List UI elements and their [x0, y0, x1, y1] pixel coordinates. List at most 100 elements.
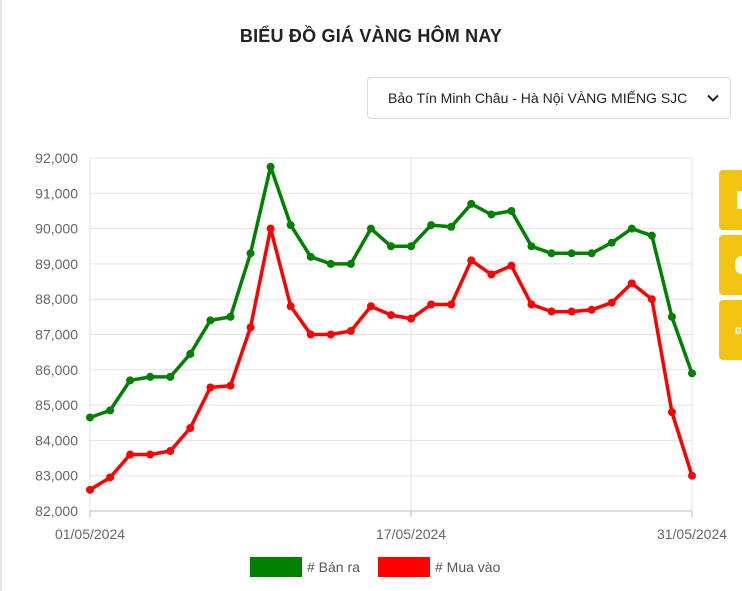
legend-label-mua-vao: # Mua vào	[435, 559, 501, 575]
data-point	[407, 314, 416, 323]
legend-label-ban-ra: # Bán ra	[307, 559, 360, 575]
side-tab-1[interactable]	[719, 170, 742, 230]
data-point	[106, 406, 115, 415]
side-tab-3-label: Đ	[735, 326, 742, 336]
chart-series	[86, 162, 696, 494]
data-point	[226, 312, 235, 321]
x-tick-label: 17/05/2024	[376, 526, 446, 542]
data-point	[186, 349, 195, 358]
data-point	[286, 221, 295, 230]
legend-swatch-ban-ra	[250, 557, 302, 577]
data-point	[387, 242, 395, 251]
location-select-value: Bảo Tín Minh Châu - Hà Nội VÀNG MIẾNG SJ…	[388, 90, 688, 106]
data-point	[266, 224, 275, 233]
data-point	[366, 302, 375, 311]
data-point	[346, 259, 355, 268]
legend-item-ban-ra[interactable]: # Bán ra	[250, 555, 360, 579]
data-point	[587, 305, 596, 314]
side-tab-3[interactable]: Đ	[719, 300, 742, 360]
data-point	[326, 330, 335, 339]
data-point	[246, 323, 255, 332]
data-point	[447, 222, 456, 231]
series-0	[86, 162, 696, 422]
y-tick-label: 85,000	[35, 397, 78, 413]
data-point	[306, 252, 315, 261]
data-point	[407, 242, 416, 251]
data-point	[467, 256, 476, 265]
data-point	[166, 446, 175, 455]
y-tick-label: 90,000	[35, 221, 78, 237]
data-point	[306, 330, 315, 339]
data-point	[607, 298, 616, 307]
data-point	[507, 206, 516, 215]
x-tick-label: 01/05/2024	[55, 526, 125, 542]
data-point	[266, 162, 275, 171]
y-tick-label: 86,000	[35, 362, 78, 378]
data-point	[507, 261, 516, 270]
data-point	[246, 249, 255, 258]
location-select[interactable]: Bảo Tín Minh Châu - Hà Nội VÀNG MIẾNG SJ…	[367, 77, 731, 119]
y-tick-label: 83,000	[35, 468, 78, 484]
y-tick-label: 84,000	[35, 432, 78, 448]
y-tick-label: 91,000	[35, 185, 78, 201]
y-tick-label: 92,000	[35, 150, 78, 166]
yellow-tab-icon	[737, 191, 742, 209]
x-tick-label: 31/05/2024	[657, 526, 727, 542]
data-point	[688, 471, 696, 480]
chart-legend: # Bán ra # Mua vào	[0, 555, 742, 579]
data-point	[567, 249, 576, 258]
panel-left-border	[0, 0, 2, 591]
data-point	[206, 383, 215, 392]
data-point	[527, 242, 536, 251]
series-line	[89, 165, 694, 420]
data-point	[166, 372, 175, 381]
data-point	[527, 300, 536, 309]
data-point	[186, 424, 195, 433]
y-tick-label: 87,000	[35, 327, 78, 343]
data-point	[126, 450, 135, 459]
series-1	[86, 224, 696, 494]
data-point	[226, 381, 235, 390]
y-tick-label: 82,000	[35, 503, 78, 519]
data-point	[567, 307, 576, 316]
data-point	[667, 408, 676, 417]
y-tick-label: 89,000	[35, 256, 78, 272]
data-point	[126, 376, 135, 385]
data-point	[366, 224, 375, 233]
chart-axes: 82,000 83,000 84,000 85,000 86,000 87,000 88,0…	[35, 150, 727, 542]
data-point	[86, 413, 94, 422]
data-point	[387, 311, 395, 320]
data-point	[688, 369, 696, 378]
data-point	[326, 259, 335, 268]
data-point	[146, 450, 155, 459]
data-point	[627, 279, 636, 288]
data-point	[607, 238, 616, 247]
y-tick-label: 88,000	[35, 291, 78, 307]
data-point	[627, 224, 636, 233]
page-title: BIỂU ĐỒ GIÁ VÀNG HÔM NAY	[239, 26, 503, 46]
legend-swatch-mua-vao	[378, 557, 430, 577]
data-point	[547, 307, 556, 316]
data-point	[146, 372, 155, 381]
data-point	[346, 326, 355, 335]
chevron-down-icon	[707, 94, 719, 102]
side-tab-2[interactable]	[719, 235, 742, 295]
legend-item-mua-vao[interactable]: # Mua vào	[378, 555, 500, 579]
data-point	[487, 210, 496, 219]
data-point	[587, 249, 596, 258]
data-point	[106, 473, 115, 482]
data-point	[467, 199, 476, 208]
data-point	[447, 300, 456, 309]
data-point	[427, 300, 436, 309]
series-line	[89, 226, 694, 492]
yellow-tab-icon	[735, 256, 742, 274]
data-point	[86, 485, 94, 494]
data-point	[667, 312, 676, 321]
data-point	[286, 302, 295, 311]
chart-grid	[89, 157, 693, 512]
data-point	[487, 270, 496, 279]
data-point	[647, 295, 656, 304]
data-point	[547, 249, 556, 258]
data-point	[206, 316, 215, 325]
